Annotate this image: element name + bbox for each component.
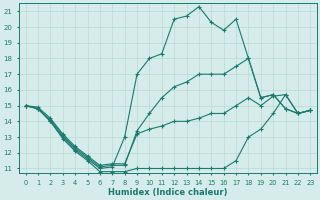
X-axis label: Humidex (Indice chaleur): Humidex (Indice chaleur) [108,188,228,197]
